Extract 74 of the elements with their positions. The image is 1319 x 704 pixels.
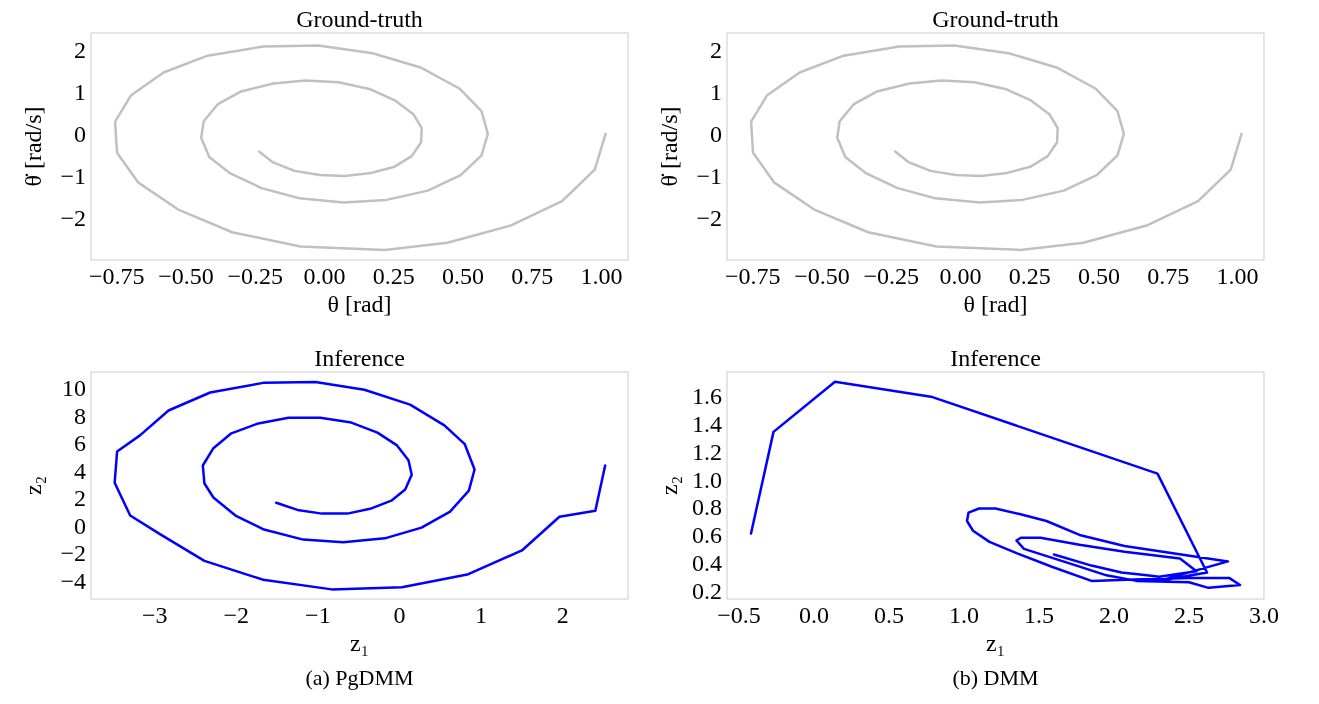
x-tick-label: 3.0 xyxy=(1249,602,1279,628)
x-tick-label: 0.25 xyxy=(372,263,415,289)
x-tick-label: 0.50 xyxy=(441,263,484,289)
chart-title: Inference xyxy=(950,345,1041,371)
y-tick-label: 0.2 xyxy=(692,578,722,605)
y-tick-label: −2 xyxy=(696,205,722,232)
y-tick-label: −2 xyxy=(60,205,86,232)
x-tick-label: 0.25 xyxy=(1008,263,1051,289)
x-tick-label: 0 xyxy=(393,602,406,628)
x-axis-title: θ [rad] xyxy=(963,291,1028,317)
x-tick-label: −0.25 xyxy=(227,263,283,289)
x-tick-label: 1.00 xyxy=(1216,263,1259,289)
x-tick-label: 2.0 xyxy=(1099,602,1129,628)
y-tick-label: −1 xyxy=(60,163,86,190)
y-tick-label: 4 xyxy=(74,457,86,484)
x-tick-label: −0.50 xyxy=(794,263,850,289)
x-tick-label: 0.50 xyxy=(1077,263,1120,289)
line-series xyxy=(749,44,1243,252)
text: (a) PgDMM xyxy=(305,665,414,690)
y-axis-title: θ̇ [rad/s] xyxy=(656,106,682,187)
x-tick-label: 0.5 xyxy=(874,602,904,628)
x-tick-label: 0.0 xyxy=(799,602,829,628)
y-tick-label: 2 xyxy=(710,37,722,64)
y-tick-label: 8 xyxy=(74,402,86,429)
x-axis-title: z₁ xyxy=(349,630,370,656)
y-tick-label: 1.4 xyxy=(692,410,722,437)
x-tick-label: 0.00 xyxy=(939,263,982,289)
x-tick-label: 1 xyxy=(475,602,488,628)
x-tick-label: −0.50 xyxy=(158,263,214,289)
y-tick-label: 1.2 xyxy=(692,438,722,465)
x-tick-label: −2 xyxy=(223,602,250,628)
line-series xyxy=(113,380,607,591)
x-tick-label: 1.00 xyxy=(580,263,623,289)
x-tick-label: −0.75 xyxy=(88,263,145,289)
y-axis-title: z₂ xyxy=(20,475,46,496)
y-tick-label: −4 xyxy=(60,567,86,594)
x-tick-label: 1.0 xyxy=(949,602,979,628)
x-axis-title: z₁ xyxy=(985,630,1006,656)
y-axis-title: θ̇ [rad/s] xyxy=(20,106,46,187)
y-tick-label: 1 xyxy=(710,79,722,106)
y-tick-label: 1.6 xyxy=(692,383,722,410)
x-tick-label: 2.5 xyxy=(1174,602,1204,628)
line-series xyxy=(749,380,1242,590)
x-tick-label: 0.75 xyxy=(1147,263,1190,289)
x-tick-label: 1.5 xyxy=(1024,602,1054,628)
y-tick-label: 2 xyxy=(74,37,86,64)
x-tick-label: 2 xyxy=(556,602,569,628)
y-tick-label: 0.4 xyxy=(692,550,722,577)
y-tick-label: 10 xyxy=(62,375,86,402)
y-tick-label: 0 xyxy=(74,512,86,539)
line-series xyxy=(113,44,607,252)
chart-title: Ground-truth xyxy=(932,6,1059,32)
y-tick-label: −2 xyxy=(60,540,86,567)
y-tick-label: −1 xyxy=(696,163,722,190)
y-tick-label: 2 xyxy=(74,485,86,512)
y-tick-label: 6 xyxy=(74,430,86,457)
x-tick-label: −0.5 xyxy=(717,602,761,628)
x-tick-label: −3 xyxy=(141,602,168,628)
x-tick-label: −0.75 xyxy=(724,263,781,289)
chart-title: Inference xyxy=(314,345,405,371)
y-tick-label: 0 xyxy=(74,121,86,148)
x-tick-label: 0.00 xyxy=(303,263,346,289)
x-tick-label: −0.25 xyxy=(863,263,919,289)
y-tick-label: 0 xyxy=(710,121,722,148)
y-tick-label: 0.8 xyxy=(692,494,722,521)
y-tick-label: 0.6 xyxy=(692,522,722,549)
chart-title: Ground-truth xyxy=(296,6,423,32)
x-tick-label: −1 xyxy=(305,602,331,628)
text: (b) DMM xyxy=(952,665,1039,690)
y-tick-label: 1 xyxy=(74,79,86,106)
x-axis-title: θ [rad] xyxy=(327,291,392,317)
y-axis-title: z₂ xyxy=(656,475,682,496)
y-tick-label: 1.0 xyxy=(692,466,722,493)
x-tick-label: 0.75 xyxy=(511,263,554,289)
